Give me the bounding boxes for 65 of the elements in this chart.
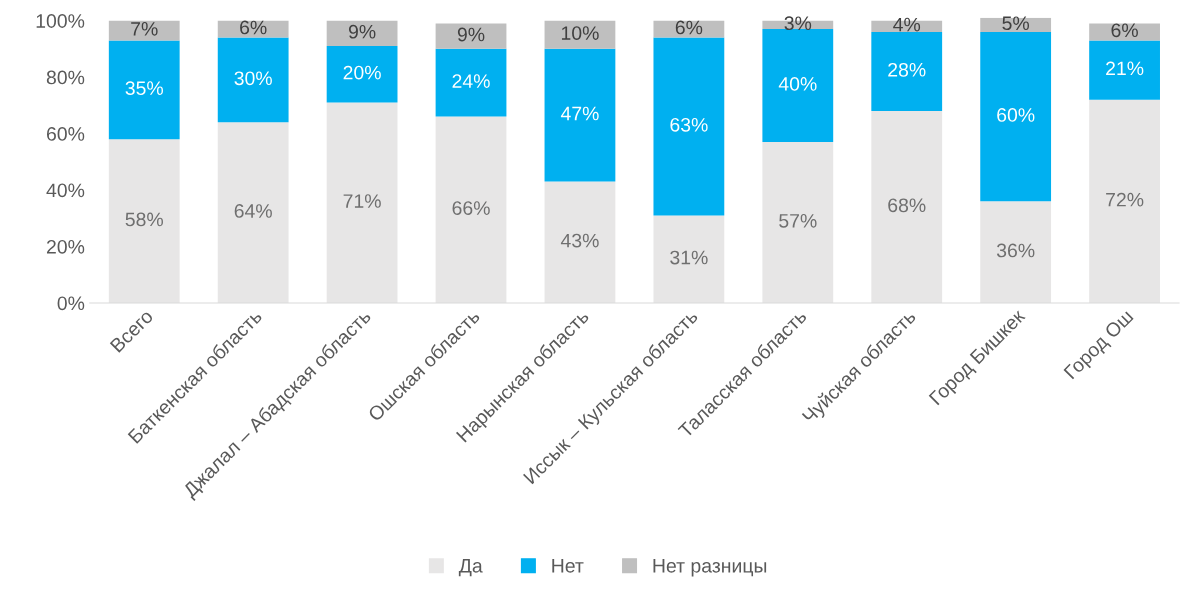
data-label: 66% — [452, 201, 490, 215]
data-label: 24% — [452, 74, 490, 88]
bar — [653, 20, 725, 38]
bar — [326, 20, 398, 47]
y-tick-label: 40% — [46, 183, 85, 198]
bar — [980, 31, 1052, 202]
bar — [326, 46, 398, 103]
bar — [653, 37, 725, 216]
data-label: 63% — [670, 117, 708, 132]
bar — [435, 48, 507, 117]
data-label: 10% — [561, 26, 599, 40]
bar — [1089, 99, 1160, 303]
bar — [435, 23, 507, 49]
bar — [653, 215, 725, 303]
bar — [871, 31, 943, 111]
bar — [980, 201, 1052, 303]
y-tick-label: 100% — [36, 14, 85, 28]
bar — [108, 139, 180, 303]
data-label: 28% — [888, 62, 926, 77]
bar — [217, 122, 289, 303]
bar — [217, 20, 289, 38]
y-tick-label: 60% — [46, 127, 85, 141]
bar — [108, 40, 180, 140]
data-label: 47% — [560, 106, 599, 121]
legend-label: Да — [458, 559, 483, 577]
data-label: 20% — [343, 65, 381, 80]
data-label: 21% — [1106, 61, 1144, 76]
data-label: 7% — [131, 22, 158, 36]
y-tick-label: 80% — [46, 70, 85, 85]
data-label: 6% — [675, 20, 703, 35]
data-label: 43% — [560, 233, 599, 248]
bar — [435, 116, 507, 303]
bar — [544, 181, 616, 303]
data-label: 58% — [125, 212, 164, 227]
legend-label: Нет разницы — [653, 559, 767, 577]
data-label: 72% — [1106, 192, 1144, 207]
data-label: 9% — [348, 24, 376, 39]
bar — [1089, 23, 1160, 41]
data-label: 36% — [996, 243, 1035, 258]
data-label: 71% — [343, 194, 381, 208]
bar — [762, 29, 834, 143]
data-label: 60% — [997, 108, 1035, 122]
bar — [326, 102, 398, 303]
data-label: 40% — [778, 77, 817, 91]
bar — [217, 37, 289, 123]
legend-label: Нет — [552, 559, 584, 573]
y-tick-label: 0% — [57, 296, 85, 311]
data-label: 6% — [1111, 23, 1138, 38]
data-label: 5% — [1002, 16, 1030, 31]
data-label: 9% — [457, 27, 485, 42]
data-label: 35% — [125, 81, 164, 96]
data-label: 31% — [670, 250, 708, 265]
data-label: 4% — [893, 17, 921, 32]
bar — [871, 110, 943, 303]
data-label: 64% — [234, 204, 272, 218]
data-label: 30% — [234, 71, 272, 86]
data-label: 3% — [784, 16, 812, 31]
bar — [544, 20, 616, 49]
y-tick-label: 20% — [46, 239, 85, 254]
bar — [1089, 40, 1160, 100]
data-label: 57% — [779, 214, 817, 228]
data-label: 68% — [888, 198, 926, 213]
bar — [762, 142, 834, 303]
data-label: 6% — [240, 20, 267, 35]
bar — [544, 48, 616, 182]
